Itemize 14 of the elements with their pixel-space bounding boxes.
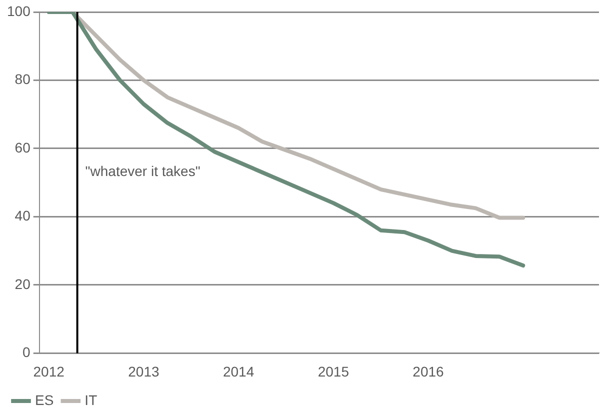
legend-label: ES xyxy=(35,392,54,408)
x-tick-label: 2015 xyxy=(318,363,350,380)
x-tick-label: 2016 xyxy=(412,363,444,380)
x-tick-label: 2014 xyxy=(222,363,254,380)
x-tick-label: 2013 xyxy=(128,363,160,380)
y-tick-label: 0 xyxy=(22,344,31,360)
y-tick-label: 100 xyxy=(7,2,31,19)
y-tick-label: 60 xyxy=(14,139,31,156)
legend-label: IT xyxy=(84,392,98,408)
ref-line-label: "whatever it takes" xyxy=(85,163,200,180)
x-tick-label: 2012 xyxy=(33,363,65,380)
y-tick-label: 20 xyxy=(14,276,31,292)
y-tick-label: 80 xyxy=(14,71,31,88)
y-tick-label: 40 xyxy=(14,208,31,224)
